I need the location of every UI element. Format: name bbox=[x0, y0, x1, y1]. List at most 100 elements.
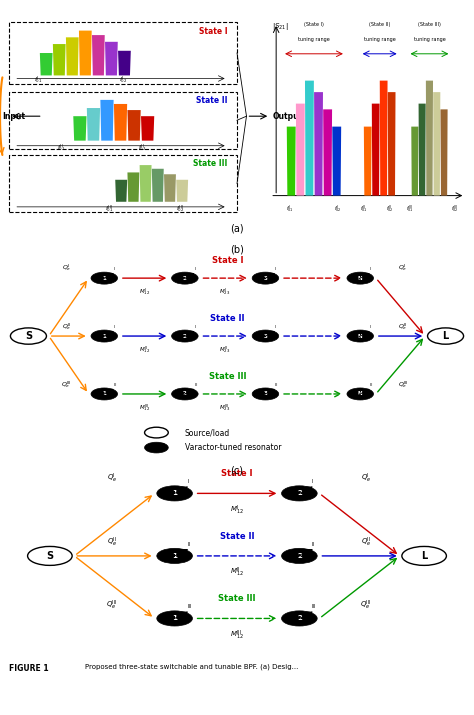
Circle shape bbox=[282, 611, 317, 626]
Text: (c): (c) bbox=[230, 466, 244, 476]
Polygon shape bbox=[411, 127, 419, 196]
Polygon shape bbox=[53, 44, 65, 76]
Text: 1: 1 bbox=[102, 276, 106, 280]
Polygon shape bbox=[92, 35, 105, 76]
Text: $M_{23}^{\mathrm{I}}$: $M_{23}^{\mathrm{I}}$ bbox=[219, 287, 231, 297]
Text: $M_{23}^{\mathrm{III}}$: $M_{23}^{\mathrm{III}}$ bbox=[219, 403, 231, 413]
Polygon shape bbox=[176, 179, 188, 202]
Polygon shape bbox=[287, 127, 296, 196]
Circle shape bbox=[252, 388, 279, 400]
Polygon shape bbox=[388, 92, 395, 196]
Polygon shape bbox=[380, 81, 388, 196]
Circle shape bbox=[91, 388, 118, 400]
Text: State I: State I bbox=[212, 256, 243, 265]
Text: $f_{01}^{\mathrm{I}}$: $f_{01}^{\mathrm{I}}$ bbox=[286, 203, 294, 214]
Text: 2: 2 bbox=[183, 392, 187, 396]
Polygon shape bbox=[426, 81, 433, 196]
Text: 3: 3 bbox=[264, 276, 267, 280]
Circle shape bbox=[402, 546, 447, 566]
Text: tuning range: tuning range bbox=[364, 37, 395, 42]
Polygon shape bbox=[73, 116, 87, 141]
Circle shape bbox=[145, 442, 168, 453]
Text: III: III bbox=[275, 383, 278, 387]
Polygon shape bbox=[118, 51, 131, 76]
Text: 2: 2 bbox=[297, 616, 302, 621]
Text: $Q_e^{\mathrm{II}}$: $Q_e^{\mathrm{II}}$ bbox=[361, 536, 372, 549]
Circle shape bbox=[172, 330, 198, 342]
Text: $Q_e^{\mathrm{III}}$: $Q_e^{\mathrm{III}}$ bbox=[61, 379, 72, 390]
Text: 3: 3 bbox=[264, 334, 267, 338]
Circle shape bbox=[282, 548, 317, 563]
Text: $M_{12}^{\mathrm{I}}$: $M_{12}^{\mathrm{I}}$ bbox=[139, 287, 150, 297]
Text: III: III bbox=[114, 383, 117, 387]
Polygon shape bbox=[115, 179, 127, 202]
Circle shape bbox=[91, 272, 118, 284]
Polygon shape bbox=[87, 108, 100, 141]
Text: State I: State I bbox=[199, 26, 228, 36]
Text: $f_{01}^{\mathrm{II}}$: $f_{01}^{\mathrm{II}}$ bbox=[360, 203, 368, 214]
Circle shape bbox=[252, 330, 279, 342]
Circle shape bbox=[347, 388, 374, 400]
Text: $M_{23}^{\mathrm{II}}$: $M_{23}^{\mathrm{II}}$ bbox=[219, 345, 231, 355]
Text: $Q_e^{\mathrm{I}}$: $Q_e^{\mathrm{I}}$ bbox=[398, 262, 408, 273]
Text: $M_{12}^{\mathrm{III}}$: $M_{12}^{\mathrm{III}}$ bbox=[139, 403, 150, 413]
Text: $Q_e^{\mathrm{I}}$: $Q_e^{\mathrm{I}}$ bbox=[62, 262, 71, 273]
Text: $f_{02}^{\,\mathrm{II}}$: $f_{02}^{\,\mathrm{II}}$ bbox=[138, 142, 146, 153]
Text: $Q_e^{\mathrm{III}}$: $Q_e^{\mathrm{III}}$ bbox=[398, 379, 408, 390]
Circle shape bbox=[172, 388, 198, 400]
Polygon shape bbox=[140, 165, 152, 202]
Polygon shape bbox=[323, 109, 332, 196]
Polygon shape bbox=[100, 100, 114, 141]
Text: $f_{01}^{\,\mathrm{I}}$: $f_{01}^{\,\mathrm{I}}$ bbox=[34, 74, 42, 85]
Text: (b): (b) bbox=[230, 245, 244, 255]
Circle shape bbox=[10, 328, 46, 344]
Text: FIGURE 1: FIGURE 1 bbox=[9, 664, 49, 673]
Text: $Q_e^{\mathrm{III}}$: $Q_e^{\mathrm{III}}$ bbox=[106, 598, 118, 612]
Text: $Q_e^{\mathrm{III}}$: $Q_e^{\mathrm{III}}$ bbox=[360, 598, 372, 612]
Circle shape bbox=[157, 548, 192, 563]
Text: I: I bbox=[194, 267, 195, 271]
Circle shape bbox=[347, 272, 374, 284]
Text: I: I bbox=[275, 267, 276, 271]
Text: State III: State III bbox=[193, 159, 228, 168]
Text: Varactor-tuned resonator: Varactor-tuned resonator bbox=[185, 443, 282, 452]
Circle shape bbox=[145, 428, 168, 438]
Polygon shape bbox=[40, 53, 53, 76]
Polygon shape bbox=[296, 104, 305, 196]
Circle shape bbox=[157, 485, 192, 501]
Text: $M_{12}^{\mathrm{II}}$: $M_{12}^{\mathrm{II}}$ bbox=[139, 345, 150, 355]
Text: (a): (a) bbox=[230, 224, 244, 234]
Text: 2: 2 bbox=[183, 334, 187, 338]
Polygon shape bbox=[164, 174, 176, 202]
Polygon shape bbox=[372, 104, 380, 196]
Circle shape bbox=[157, 611, 192, 626]
Text: 1: 1 bbox=[102, 334, 106, 338]
Polygon shape bbox=[152, 169, 164, 202]
Text: S: S bbox=[46, 551, 54, 561]
Text: tuning range: tuning range bbox=[414, 37, 445, 42]
Text: 1: 1 bbox=[172, 616, 177, 621]
FancyBboxPatch shape bbox=[9, 92, 237, 149]
Text: II: II bbox=[275, 325, 277, 329]
Polygon shape bbox=[305, 81, 314, 196]
Polygon shape bbox=[364, 127, 372, 196]
Polygon shape bbox=[114, 104, 127, 141]
Text: $Q_e^{\mathrm{II}}$: $Q_e^{\mathrm{II}}$ bbox=[107, 536, 118, 549]
Text: $f_{01}^{\,\mathrm{II}}$: $f_{01}^{\,\mathrm{II}}$ bbox=[57, 142, 66, 153]
Text: III: III bbox=[194, 383, 198, 387]
Circle shape bbox=[27, 546, 72, 566]
Text: III: III bbox=[370, 383, 373, 387]
Polygon shape bbox=[314, 92, 323, 196]
Text: L: L bbox=[421, 551, 427, 561]
Text: I: I bbox=[312, 479, 313, 484]
Text: $f_{02}^{\,\mathrm{III}}$: $f_{02}^{\,\mathrm{III}}$ bbox=[176, 204, 184, 214]
Text: State II: State II bbox=[210, 314, 245, 323]
Circle shape bbox=[347, 330, 374, 342]
Text: 1: 1 bbox=[102, 392, 106, 396]
Text: II: II bbox=[370, 325, 372, 329]
Text: II: II bbox=[312, 542, 315, 547]
Text: $Q_e^{\mathrm{II}}$: $Q_e^{\mathrm{II}}$ bbox=[62, 321, 71, 332]
Text: Input: Input bbox=[2, 112, 26, 121]
Text: $Q_e^{\mathrm{I}}$: $Q_e^{\mathrm{I}}$ bbox=[107, 472, 118, 485]
Text: State I: State I bbox=[221, 469, 253, 478]
